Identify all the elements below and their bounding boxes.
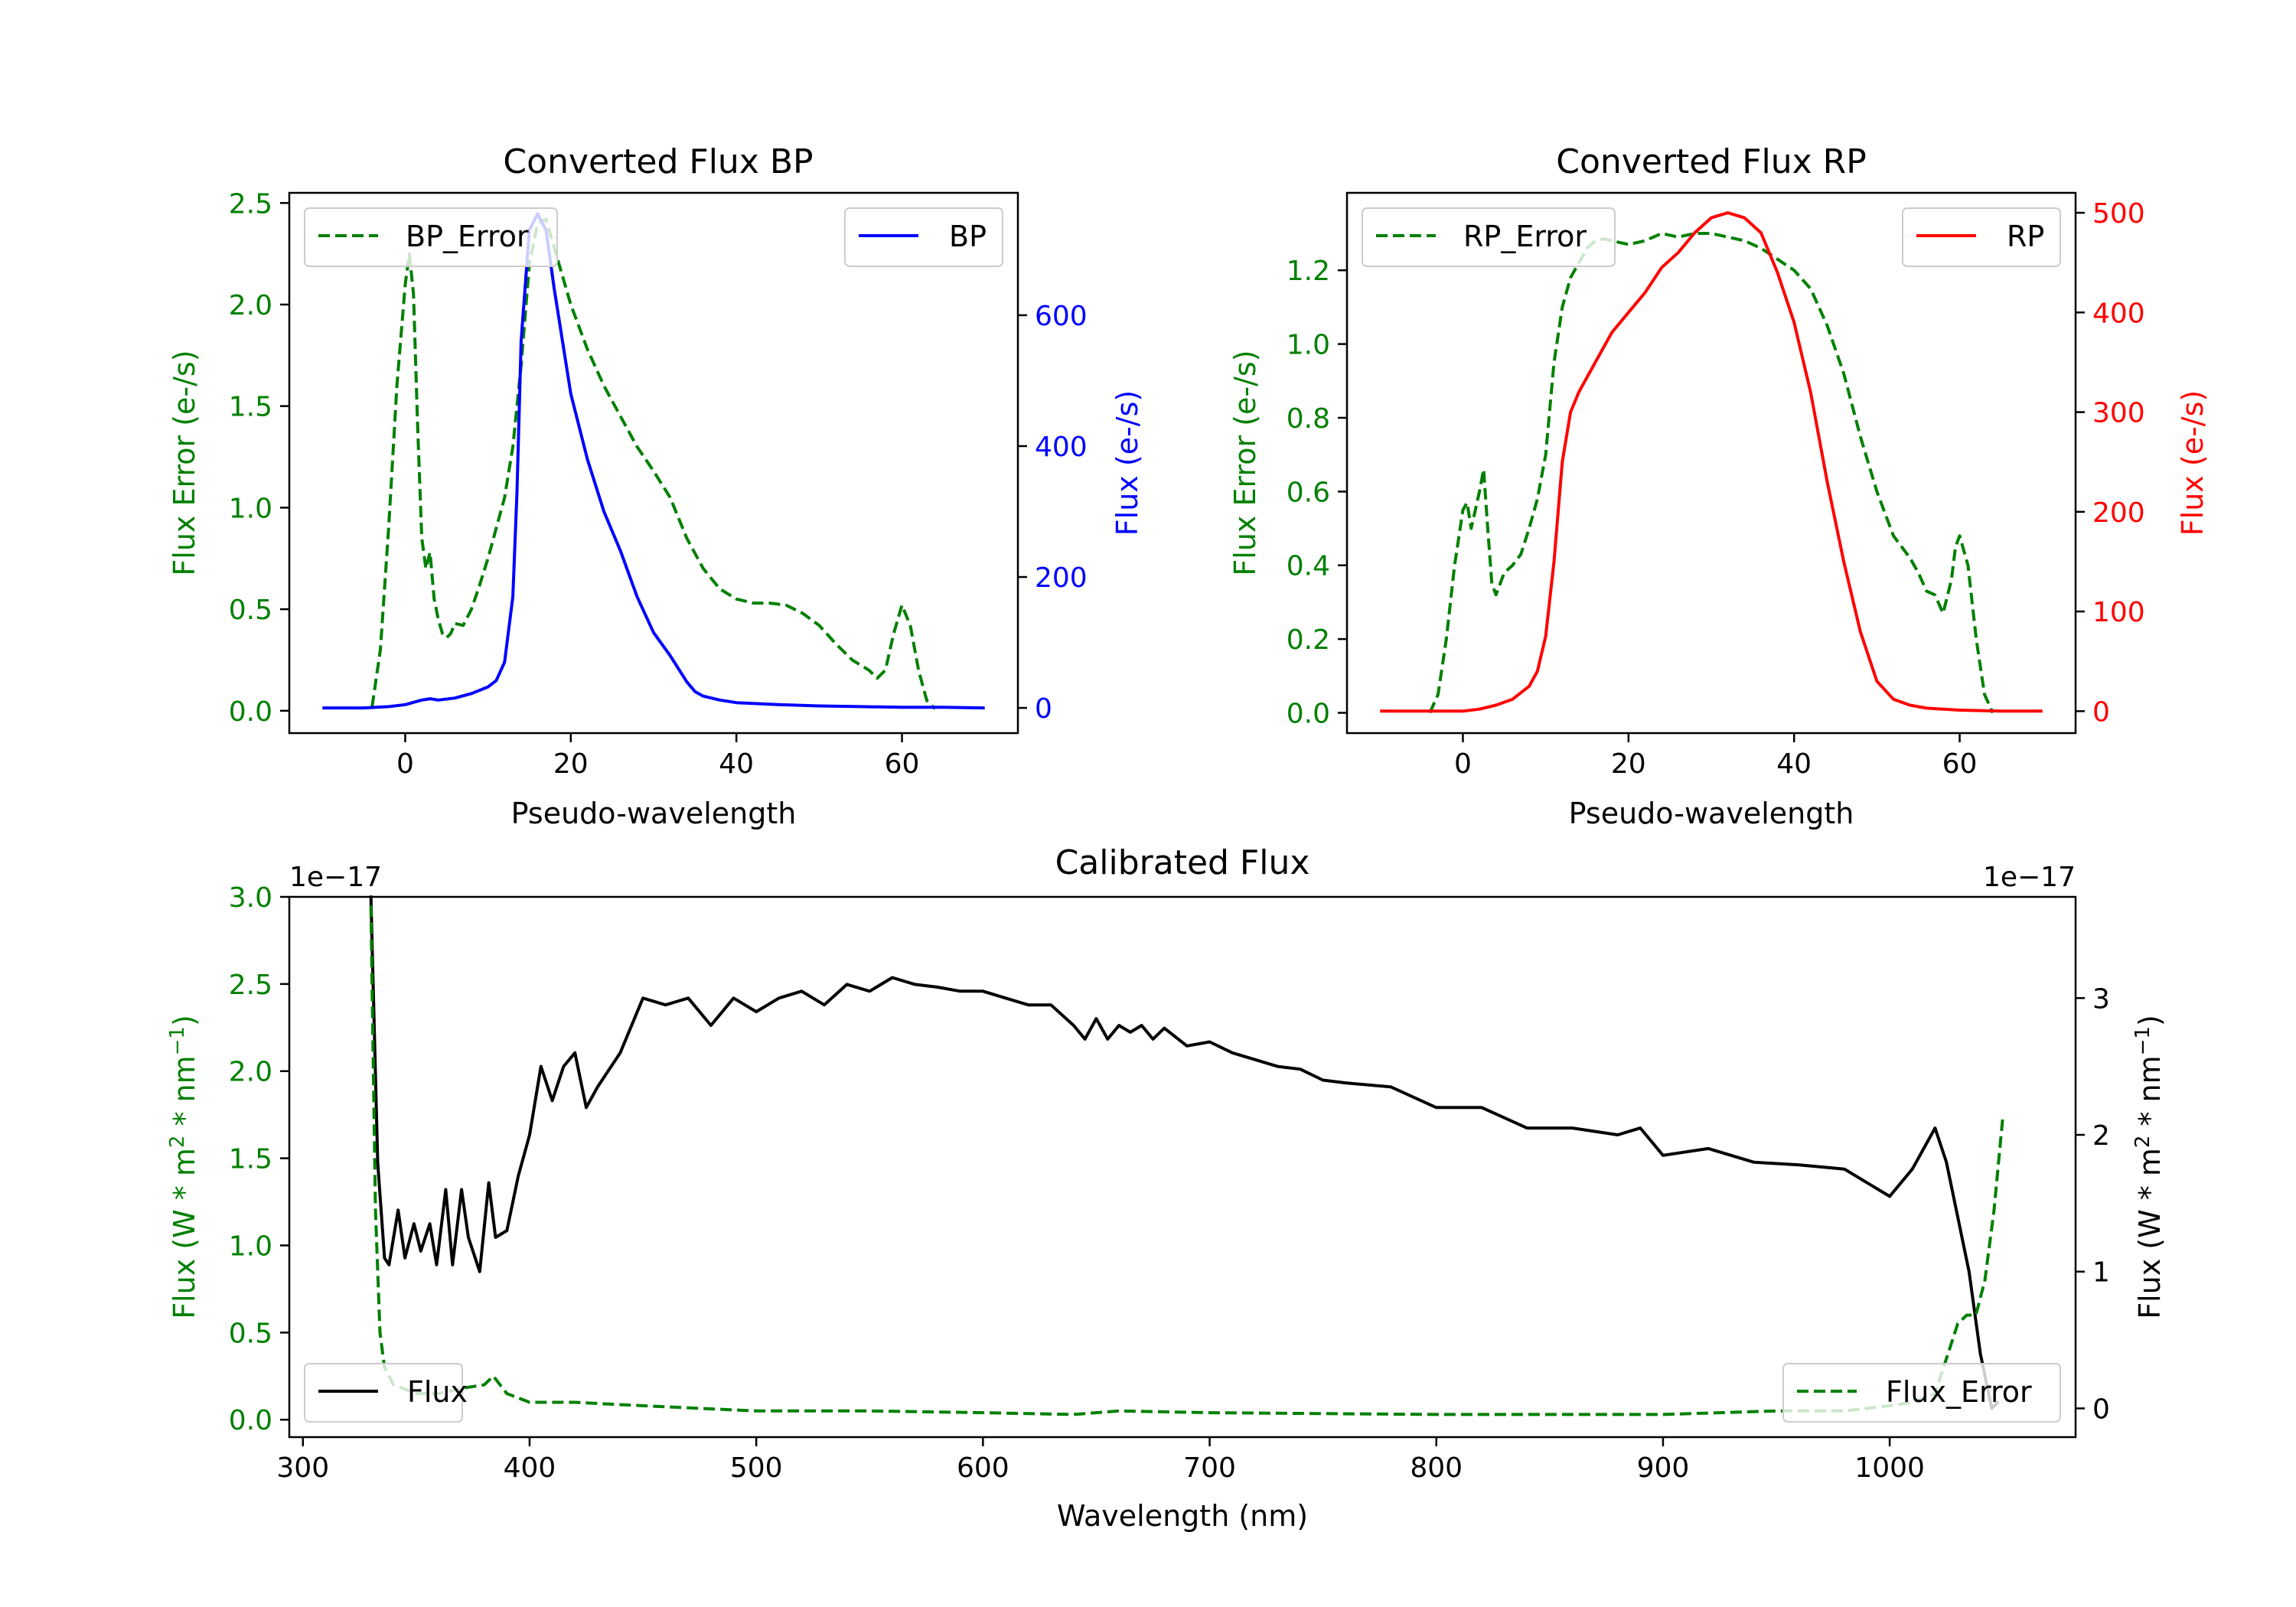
rp-x-tick-label: 20	[1611, 748, 1646, 780]
rp-legend-error-label: RP_Error	[1463, 220, 1587, 253]
bp-flux-series-line	[322, 212, 985, 710]
calibrated-left-offset-label: 1e−17	[289, 862, 382, 893]
bp-y-left-tick-label: 2.5	[229, 188, 272, 220]
rp-x-tick-label: 0	[1454, 748, 1472, 780]
bp-y-right-tick-label: 400	[1035, 432, 1088, 463]
calibrated-y-left-tick-label: 2.0	[229, 1057, 272, 1088]
rp-x-tick-label: 60	[1942, 748, 1978, 780]
rp-y-left-label: Flux Error (e-/s)	[1228, 350, 1262, 575]
rp-y-right-label: Flux (e-/s)	[2176, 390, 2210, 536]
calibrated-x-tick-label: 700	[1183, 1452, 1236, 1484]
rp-y-right-tick-label: 0	[2092, 696, 2110, 728]
bp-y-left-tick-label: 1.5	[229, 392, 272, 423]
calibrated-y-right-tick-label: 1	[2092, 1257, 2110, 1289]
calibrated-panel: Calibrated Flux 300 400 500 600 700 800 900 100…	[166, 843, 2167, 1533]
rp-y-right-tick-label: 100	[2092, 597, 2145, 628]
bp-y-left-tick-label: 2.0	[229, 290, 272, 321]
rp-y-left-tick-label: 0.6	[1287, 477, 1330, 508]
calibrated-y-left-label: Flux (W * m2 * nm−1)	[166, 1015, 201, 1319]
rp-y-left-tick-label: 1.0	[1287, 330, 1330, 361]
calibrated-y-left-tick-label: 2.5	[229, 970, 272, 1001]
calibrated-x-tick-label: 900	[1637, 1452, 1690, 1484]
rp-title: Converted Flux RP	[1556, 142, 1867, 181]
bp-x-tick-label: 0	[396, 748, 414, 780]
calibrated-legend-flux: Flux	[304, 1363, 468, 1423]
bp-axes-frame	[288, 191, 1019, 735]
calibrated-x-axis-label: Wavelength (nm)	[1057, 1499, 1308, 1533]
rp-x-tick-label: 40	[1776, 748, 1812, 780]
bp-y-left-label: Flux Error (e-/s)	[168, 350, 201, 575]
bp-y-right-tick-label: 0	[1035, 693, 1052, 725]
bp-legend-error: BP_Error	[304, 207, 558, 267]
calibrated-y-left-tick-label: 3.0	[229, 882, 272, 914]
rp-y-left-tick-label: 0.4	[1287, 551, 1330, 582]
bp-legend-error-label: BP_Error	[406, 220, 529, 253]
rp-legend-flux: RP	[1902, 207, 2061, 267]
bp-y-left-tick-label: 1.0	[229, 493, 272, 524]
rp-y-right-tick-label: 500	[2092, 198, 2145, 230]
rp-error-series-line	[1428, 232, 1994, 714]
bp-x-axis-label: Pseudo-wavelength	[511, 797, 797, 830]
rp-y-left-tick-label: 0.0	[1287, 698, 1330, 729]
bp-y-left-tick-label: 0.0	[229, 696, 272, 728]
bp-x-tick-label: 40	[719, 748, 754, 780]
calibrated-x-tick-label: 400	[504, 1452, 556, 1484]
calibrated-x-tick-label: 1000	[1854, 1452, 1925, 1484]
rp-y-right-tick-label: 400	[2092, 298, 2145, 329]
calibrated-axes-frame	[288, 895, 2077, 1439]
calibrated-legend-error-label: Flux_Error	[1886, 1375, 2032, 1409]
calibrated-flux-series-line	[369, 895, 2000, 1410]
calibrated-legend-error: Flux_Error	[1782, 1363, 2061, 1423]
calibrated-x-tick-label: 300	[276, 1452, 329, 1484]
bp-panel: Converted Flux BP 0 20 40 60 0.0 0.5 1.0 1.5 2.…	[168, 142, 1144, 830]
calibrated-legend-flux-label: Flux	[407, 1375, 468, 1409]
calibrated-y-right-tick-label: 2	[2092, 1120, 2110, 1152]
calibrated-y-right-tick-label: 3	[2092, 983, 2110, 1015]
calibrated-y-left-tick-label: 0.0	[229, 1405, 272, 1436]
calibrated-right-offset-label: 1e−17	[1983, 862, 2076, 893]
bp-legend-flux-label: BP	[949, 220, 987, 253]
calibrated-x-tick-label: 500	[730, 1452, 783, 1484]
rp-legend-error: RP_Error	[1362, 207, 1616, 267]
calibrated-x-tick-label: 600	[957, 1452, 1009, 1484]
rp-y-right-tick-label: 200	[2092, 497, 2145, 529]
calibrated-error-series-line	[369, 905, 2005, 1416]
bp-x-tick-label: 20	[553, 748, 589, 780]
bp-error-series-line	[370, 217, 937, 710]
bp-title: Converted Flux BP	[503, 142, 813, 181]
rp-flux-series-line	[1380, 211, 2043, 713]
rp-axes-frame	[1345, 191, 2077, 735]
calibrated-y-right-tick-label: 0	[2092, 1393, 2110, 1425]
calibrated-y-right-label: Flux (W * m2 * nm−1)	[2131, 1015, 2167, 1319]
rp-y-left-tick-label: 0.8	[1287, 403, 1330, 435]
bp-y-left-tick-label: 0.5	[229, 595, 272, 626]
bp-y-right-label: Flux (e-/s)	[1110, 390, 1144, 536]
calibrated-x-tick-label: 800	[1410, 1452, 1463, 1484]
bp-legend-flux: BP	[844, 207, 1003, 267]
calibrated-y-left-tick-label: 1.0	[229, 1231, 272, 1262]
bp-y-right-tick-label: 200	[1035, 562, 1088, 594]
rp-y-left-tick-label: 0.2	[1287, 624, 1330, 656]
rp-y-right-tick-label: 300	[2092, 398, 2145, 429]
bp-x-tick-label: 60	[885, 748, 920, 780]
calibrated-y-left-tick-label: 1.5	[229, 1144, 272, 1175]
calibrated-y-left-tick-label: 0.5	[229, 1318, 272, 1349]
rp-x-axis-label: Pseudo-wavelength	[1569, 797, 1854, 830]
rp-y-left-tick-label: 1.2	[1287, 256, 1330, 287]
calibrated-title: Calibrated Flux	[1055, 843, 1310, 882]
rp-panel: Converted Flux RP 0 20 40 60 0.0 0.2 0.4 0.6 0.…	[1228, 142, 2210, 830]
bp-y-right-tick-label: 600	[1035, 301, 1088, 332]
rp-legend-flux-label: RP	[2007, 220, 2044, 253]
